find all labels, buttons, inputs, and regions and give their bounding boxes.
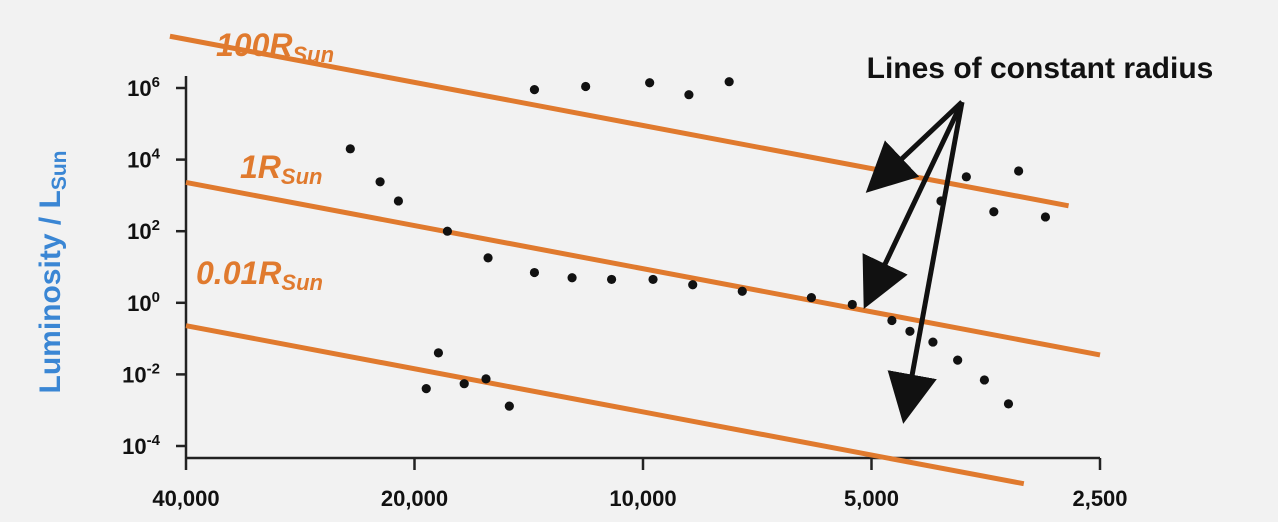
data-point: [979, 375, 990, 385]
x-tick-label: 5,000: [844, 486, 899, 511]
data-point: [684, 90, 694, 100]
radius-line: [185, 180, 1101, 358]
annotation-arrow: [865, 100, 964, 193]
data-point: [421, 384, 431, 394]
data-point: [1040, 212, 1051, 222]
radius-line: [185, 323, 1025, 487]
data-point: [645, 78, 655, 88]
data-point: [459, 379, 469, 389]
y-axis-label-sub: Sun: [48, 150, 71, 190]
data-point: [989, 207, 999, 217]
data-point: [606, 274, 617, 285]
y-axis-label-main: Luminosity / L: [34, 190, 67, 393]
data-point: [688, 280, 698, 290]
data-point: [737, 286, 747, 296]
annotation-arrow: [862, 100, 965, 310]
data-point: [928, 337, 938, 347]
data-point: [504, 401, 514, 411]
x-tick-label: 10,000: [609, 486, 676, 511]
x-tick-label: 40,000: [152, 486, 219, 511]
data-point: [806, 292, 816, 303]
data-point: [345, 144, 355, 154]
y-tick-label: 102: [127, 217, 160, 244]
data-points: [345, 77, 1051, 411]
data-point: [393, 196, 404, 206]
y-axis-label: Luminosity / LSun: [34, 150, 71, 393]
data-point: [481, 374, 491, 384]
x-tick-label: 2,500: [1072, 486, 1127, 511]
radius-line-label: 0.01RSun: [196, 255, 323, 295]
annotation-arrow: [887, 101, 965, 424]
data-point: [905, 326, 915, 336]
radius-line-label: 100RSun: [216, 27, 334, 67]
data-point: [529, 85, 540, 95]
data-point: [433, 348, 444, 358]
axes: 106 104 102 100 10-2 10-4 40,000 20,000 10,000 5,…: [122, 74, 1127, 511]
data-point: [529, 267, 540, 278]
data-point: [724, 77, 734, 87]
y-tick-label: 106: [127, 74, 160, 101]
annotation-arrows: [862, 100, 965, 424]
data-point: [847, 299, 857, 310]
radius-lines: 100RSun 1RSun 0.01RSun: [169, 27, 1101, 487]
data-point: [961, 172, 971, 182]
data-point: [1003, 399, 1014, 409]
x-tick-label: 20,000: [381, 486, 448, 511]
data-point: [375, 177, 385, 187]
data-point: [581, 81, 591, 92]
data-point: [1014, 166, 1024, 176]
y-tick-label: 10-4: [122, 432, 160, 459]
data-point: [887, 315, 897, 326]
y-tick-label: 100: [127, 289, 160, 316]
y-tick-label: 104: [127, 146, 160, 173]
data-point: [483, 253, 493, 263]
radius-line-label: 1RSun: [240, 149, 322, 189]
data-point: [442, 226, 453, 236]
data-point: [567, 273, 577, 283]
data-point: [953, 355, 963, 365]
data-point: [648, 274, 658, 285]
y-tick-label: 10-2: [122, 360, 160, 387]
annotation-text: Lines of constant radius: [867, 52, 1214, 85]
